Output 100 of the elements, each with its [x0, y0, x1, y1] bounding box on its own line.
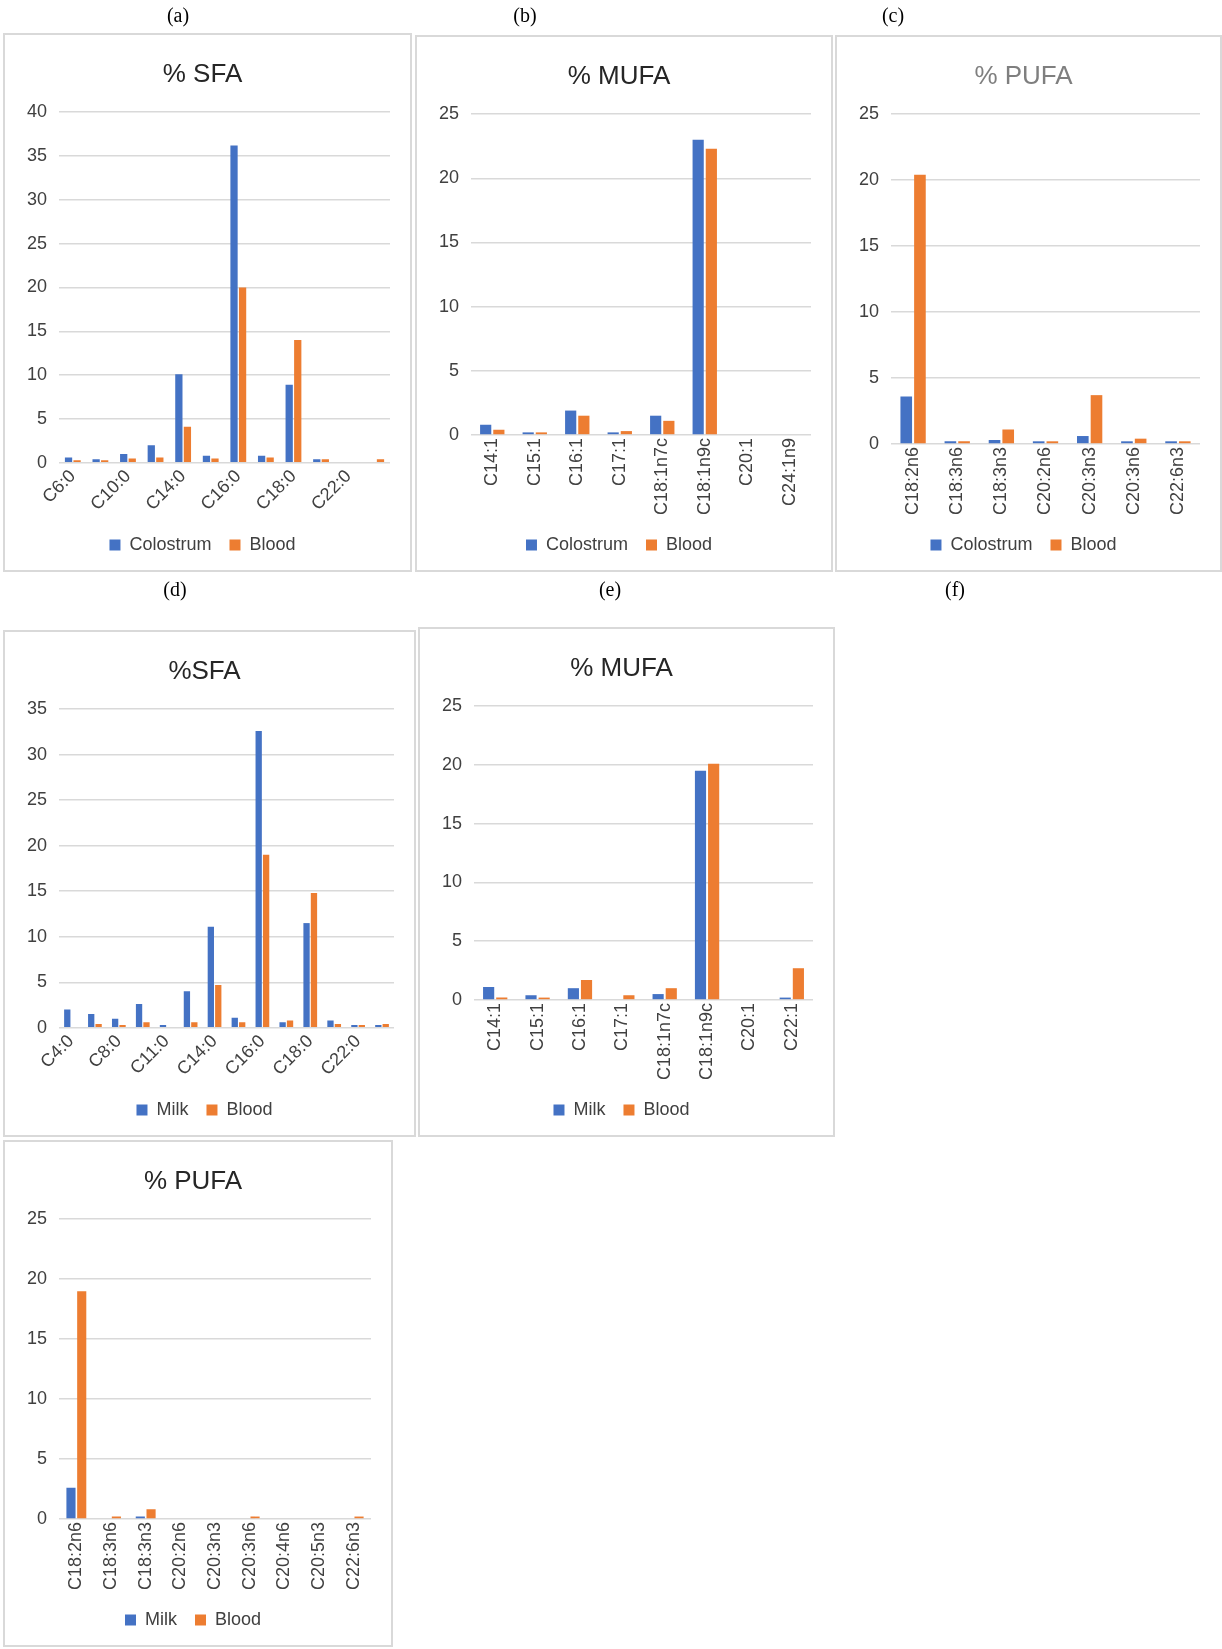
- bar: [652, 994, 664, 1000]
- x-tick-label: C20:5n3: [307, 1521, 328, 1591]
- bar: [207, 926, 214, 1028]
- x-tick-label: C18:3n3: [134, 1521, 155, 1591]
- bar: [1076, 436, 1089, 444]
- bar: [88, 1014, 95, 1028]
- text: (a): [166, 4, 190, 27]
- bar: [77, 1291, 87, 1519]
- bar: [183, 991, 191, 1028]
- x-tick-label: C18:3n6: [946, 446, 967, 516]
- x-tick-label: C14:1: [484, 1002, 505, 1051]
- y-tick-label: 10: [858, 301, 880, 322]
- bar: [694, 770, 707, 1000]
- text: (c): [881, 4, 905, 27]
- y-tick-label: 5: [449, 359, 460, 380]
- legend-label: Blood: [665, 533, 713, 554]
- bar: [620, 431, 632, 435]
- text: (e): [598, 578, 622, 601]
- bar: [294, 340, 302, 463]
- x-tick-label: C20:1: [736, 437, 757, 486]
- y-tick-label: 25: [441, 695, 463, 716]
- bar: [376, 459, 385, 463]
- chart-title: % MUFA: [570, 651, 674, 682]
- y-tick-label: 0: [869, 432, 880, 453]
- y-tick-label: 0: [37, 1507, 48, 1528]
- x-tick-label: C20:1: [738, 1002, 759, 1051]
- x-tick-label: C22:1: [780, 1002, 801, 1051]
- x-tick-label: C18:1n7c: [653, 1002, 674, 1081]
- bar: [493, 429, 505, 435]
- bar: [483, 987, 495, 1000]
- y-tick-label: 0: [452, 988, 463, 1009]
- legend-label: Blood: [1070, 533, 1117, 554]
- legend-label: Milk: [144, 1608, 178, 1629]
- y-tick-label: 30: [26, 743, 48, 764]
- bar: [238, 287, 247, 463]
- bar: [111, 1018, 119, 1028]
- bar: [1090, 395, 1103, 444]
- bar: [202, 455, 211, 463]
- x-tick-label: C16:1: [566, 437, 587, 486]
- bar: [231, 1017, 238, 1028]
- bar: [183, 426, 192, 463]
- bar: [143, 1022, 150, 1028]
- y-tick-label: 0: [37, 451, 48, 472]
- y-tick-label: 0: [37, 1016, 48, 1037]
- bar: [900, 396, 913, 444]
- bar: [230, 145, 238, 463]
- x-tick-label: C18:3n3: [990, 446, 1011, 516]
- y-tick-label: 20: [441, 753, 463, 774]
- chart-title: % PUFA: [974, 59, 1074, 90]
- x-tick-label: C17:1: [611, 1002, 632, 1051]
- y-tick-label: 30: [26, 188, 48, 209]
- y-tick-label: 15: [26, 320, 48, 341]
- x-tick-label: C18:1n9c: [693, 437, 714, 516]
- y-tick-label: 20: [438, 167, 460, 188]
- y-tick-label: 15: [858, 235, 880, 256]
- y-tick-label: 15: [438, 231, 460, 252]
- x-tick-label: C18:3n6: [99, 1521, 120, 1591]
- y-tick-label: 10: [26, 364, 48, 385]
- bar: [175, 374, 183, 463]
- legend-label: Colostrum: [545, 533, 628, 554]
- y-tick-label: 5: [452, 930, 463, 951]
- chart-title: %SFA: [168, 654, 242, 685]
- y-tick-label: 10: [26, 925, 48, 946]
- y-tick-label: 20: [26, 276, 48, 297]
- legend-label: Milk: [156, 1098, 190, 1119]
- bar: [285, 384, 293, 463]
- y-tick-label: 25: [858, 103, 880, 124]
- text: (d): [163, 578, 187, 601]
- bar: [146, 1509, 156, 1519]
- y-tick-label: 5: [37, 1447, 48, 1468]
- x-tick-label: C22:6n3: [342, 1521, 363, 1591]
- bar: [321, 459, 329, 463]
- bar: [313, 459, 321, 463]
- y-tick-label: 20: [858, 169, 880, 190]
- x-tick-label: C18:2n6: [65, 1521, 86, 1591]
- bar: [692, 139, 704, 435]
- legend-label: Blood: [226, 1098, 273, 1119]
- y-tick-label: 25: [26, 789, 48, 810]
- x-tick-label: C20:4n6: [273, 1521, 294, 1591]
- x-tick-label: C17:1: [608, 437, 629, 486]
- legend-label: Colostrum: [129, 533, 212, 554]
- y-tick-label: 20: [26, 1268, 48, 1289]
- y-tick-label: 10: [441, 871, 463, 892]
- chart-title: % SFA: [162, 57, 243, 88]
- y-tick-label: 15: [441, 812, 463, 833]
- bar: [565, 410, 577, 435]
- bar: [480, 424, 492, 435]
- bar: [279, 1022, 286, 1028]
- x-tick-label: C16:1: [568, 1002, 589, 1051]
- legend-label: Colostrum: [950, 533, 1033, 554]
- y-tick-label: 15: [26, 880, 48, 901]
- bar: [914, 174, 926, 444]
- bar: [708, 763, 720, 1000]
- bar: [128, 458, 136, 463]
- x-tick-label: C20:2n6: [169, 1521, 190, 1591]
- bar: [663, 420, 675, 435]
- bar: [92, 459, 100, 463]
- chart-title: % MUFA: [567, 59, 671, 90]
- bar: [623, 995, 635, 1000]
- x-tick-label: C18:2n6: [902, 446, 923, 516]
